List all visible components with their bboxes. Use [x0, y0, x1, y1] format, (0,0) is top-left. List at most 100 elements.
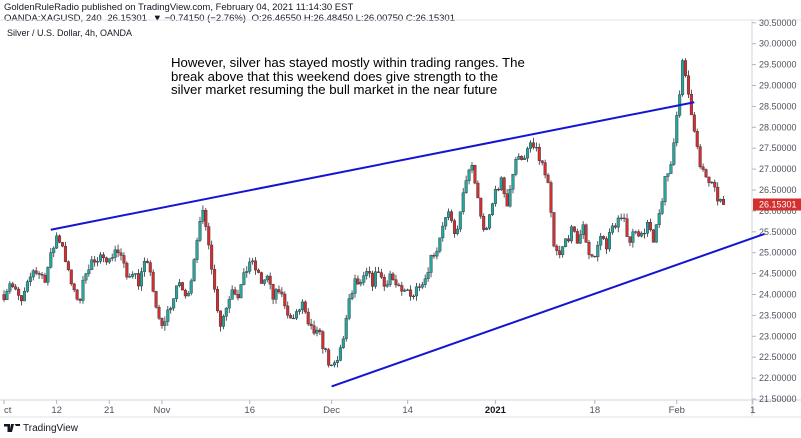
candle-down [271, 284, 275, 300]
candle-up [710, 181, 714, 184]
candle-up [177, 282, 181, 286]
candle-down [93, 259, 97, 263]
candle-down [104, 257, 108, 263]
annotation-text: However, silver has stayed mostly within… [171, 56, 551, 97]
candle-down [37, 273, 41, 275]
candle-down [376, 271, 380, 273]
candle-up [8, 283, 12, 292]
candle-up [99, 254, 103, 262]
candle-down [368, 271, 372, 274]
candle-up [224, 307, 228, 317]
candle-up [335, 360, 339, 363]
candle-down [116, 249, 120, 254]
candle-up [49, 252, 53, 268]
candle-up [330, 364, 334, 366]
candle-down [704, 169, 708, 178]
candle-up [441, 225, 445, 239]
candle-down [34, 270, 38, 274]
candle-down [479, 197, 483, 217]
candle-up [262, 279, 266, 284]
candle-down [183, 289, 187, 297]
candle-up [248, 261, 252, 272]
x-tick-label: 18 [590, 405, 601, 416]
candle-down [625, 218, 629, 237]
candle-up [464, 180, 468, 194]
candle-down [637, 231, 641, 237]
candle-up [230, 289, 234, 300]
candle-up [347, 298, 351, 319]
candle-up [578, 234, 582, 244]
candle-down [72, 283, 76, 291]
candle-up [295, 311, 299, 319]
y-tick-label: 22.50000 [759, 352, 797, 362]
candle-up [128, 276, 132, 278]
candle-up [362, 275, 366, 283]
candle-up [488, 214, 492, 229]
candle-up [22, 291, 26, 302]
candle-up [172, 298, 176, 309]
symbol: OANDA:XAGUSD, 240 [4, 13, 102, 24]
candle-down [11, 283, 15, 287]
candle-down [17, 288, 21, 296]
candle-up [163, 321, 167, 326]
candle-down [318, 329, 322, 332]
candle-up [189, 280, 193, 294]
annotation-line: break above that this weekend does give … [171, 68, 498, 84]
candle-down [371, 272, 375, 287]
candle-up [107, 258, 111, 263]
y-tick-label: 24.00000 [759, 290, 797, 300]
candle-down [584, 224, 588, 243]
candle-down [66, 261, 70, 271]
candle-up [596, 244, 600, 258]
candle-down [233, 289, 237, 295]
candle-up [564, 238, 568, 247]
candle-down [543, 162, 547, 176]
candle-down [306, 311, 310, 325]
candle-up [672, 142, 676, 165]
candle-up [654, 224, 658, 243]
candle-down [207, 226, 211, 246]
candle-up [526, 148, 530, 159]
candle-up [350, 293, 354, 299]
x-tick-label: 2021 [485, 405, 507, 416]
candle-up [561, 246, 565, 255]
candle-up [426, 272, 430, 280]
candle-down [286, 305, 290, 316]
candle-down [432, 255, 436, 257]
candle-down [707, 176, 711, 183]
candle-down [505, 193, 509, 207]
candle-down [382, 276, 386, 287]
x-tick-label: 12 [51, 405, 62, 416]
candle-up [447, 211, 451, 218]
candle-up [517, 156, 521, 160]
candle-up [52, 247, 56, 253]
candle-up [28, 276, 32, 282]
candle-up [485, 227, 489, 230]
ohlc-values: O:26.46550 H:26.48450 L:26.00750 C:26.15… [251, 13, 455, 24]
candle-down [312, 325, 316, 334]
candle-up [388, 273, 392, 285]
y-tick-label: 30.50000 [759, 18, 797, 28]
candle-up [221, 316, 225, 327]
candle-down [648, 222, 652, 231]
candle-down [622, 217, 626, 219]
candle-up [274, 289, 278, 300]
candle-up [467, 169, 471, 181]
y-tick-label: 21.50000 [759, 394, 797, 404]
tradingview-logo-icon [4, 424, 20, 432]
candle-down [20, 295, 24, 302]
candle-down [254, 260, 258, 271]
candle-down [391, 273, 395, 280]
candle-up [646, 222, 650, 234]
candle-down [531, 142, 535, 148]
candle-down [154, 291, 158, 308]
candle-up [499, 177, 503, 191]
candle-down [40, 274, 44, 276]
candle-down [180, 282, 184, 291]
candle-up [455, 228, 459, 234]
footer: TradingView [4, 421, 78, 435]
candle-up [359, 282, 363, 285]
y-tick-label: 26.00000 [759, 206, 797, 216]
candle-down [684, 60, 688, 76]
